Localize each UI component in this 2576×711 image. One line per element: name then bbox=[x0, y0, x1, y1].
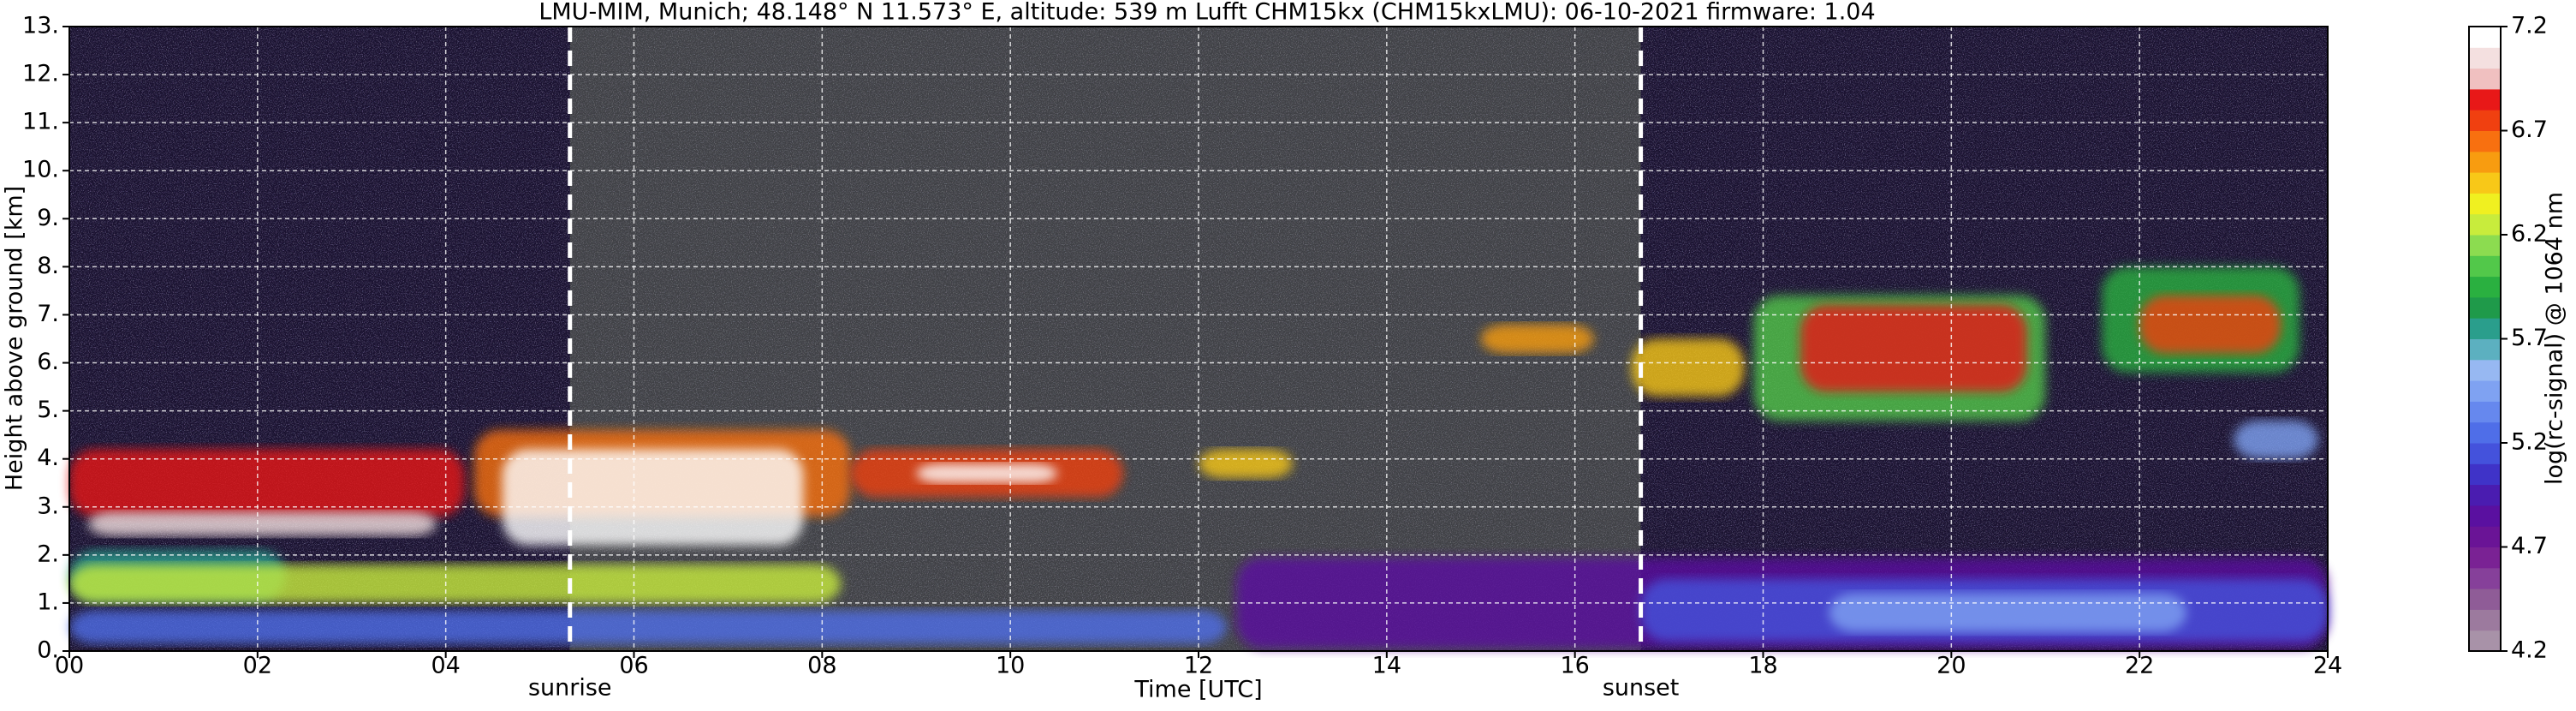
colorbar-band bbox=[2469, 421, 2501, 444]
x-tick-label: 18 bbox=[1748, 653, 1777, 679]
y-tick-label: 11. bbox=[22, 109, 59, 135]
x-tick-label: 10 bbox=[996, 653, 1025, 679]
y-tick-label: 4. bbox=[37, 445, 59, 471]
heatmap-feature bbox=[87, 511, 437, 536]
annotation-label: sunset bbox=[1603, 675, 1680, 702]
colorbar-band bbox=[2469, 110, 2501, 131]
colorbar-band bbox=[2469, 276, 2501, 298]
colorbar-band bbox=[2469, 296, 2501, 319]
colorbar-band bbox=[2469, 130, 2501, 152]
x-tick-label: 04 bbox=[431, 653, 460, 679]
colorbar-tick-label: 6.2 bbox=[2511, 221, 2548, 248]
colorbar-band bbox=[2469, 401, 2501, 423]
y-tick-label: 7. bbox=[37, 301, 59, 327]
colorbar-band bbox=[2469, 172, 2501, 194]
colorbar-label: log(rc-signal) @ 1064 nm bbox=[2542, 192, 2568, 485]
colorbar-tick-label: 7.2 bbox=[2511, 13, 2548, 39]
heatmap-feature bbox=[2234, 420, 2319, 459]
colorbar-band bbox=[2469, 88, 2501, 111]
colorbar-band bbox=[2469, 213, 2501, 236]
colorbar-band bbox=[2469, 463, 2501, 486]
y-tick-label: 12. bbox=[22, 61, 59, 87]
colorbar-band bbox=[2469, 27, 2501, 48]
colorbar-band bbox=[2469, 505, 2501, 527]
colorbar-band bbox=[2469, 193, 2501, 215]
heatmap-feature bbox=[69, 449, 465, 517]
colorbar-band bbox=[2469, 151, 2501, 173]
y-tick-label: 3. bbox=[37, 493, 59, 519]
heatmap-feature bbox=[1829, 593, 2187, 632]
colorbar-tick-label: 4.7 bbox=[2511, 533, 2548, 559]
colorbar-band bbox=[2469, 359, 2501, 381]
heatmap-feature bbox=[1480, 324, 1594, 354]
heatmap-feature bbox=[502, 449, 804, 546]
y-tick-label: 10. bbox=[22, 157, 59, 183]
y-axis-label: Height above ground [km] bbox=[2, 186, 28, 491]
x-tick-label: 00 bbox=[55, 653, 84, 679]
heatmap-feature bbox=[1800, 305, 2027, 392]
colorbar-band bbox=[2469, 255, 2501, 278]
colorbar-band bbox=[2469, 443, 2501, 464]
x-tick-label: 20 bbox=[1936, 653, 1966, 679]
x-tick-label: 14 bbox=[1372, 653, 1401, 679]
annotation-label: sunrise bbox=[528, 675, 612, 702]
colorbar-band bbox=[2469, 589, 2501, 610]
colorbar-band bbox=[2469, 68, 2501, 90]
heatmap-feature bbox=[2139, 296, 2282, 354]
heatmap-feature bbox=[69, 610, 1227, 644]
y-tick-label: 1. bbox=[37, 589, 59, 615]
heatmap-feature bbox=[1631, 338, 1745, 397]
colorbar-tick-label: 5.7 bbox=[2511, 325, 2548, 351]
heatmap-feature bbox=[1199, 449, 1293, 479]
colorbar-band bbox=[2469, 47, 2501, 69]
colorbar-band bbox=[2469, 609, 2501, 631]
colorbar-band bbox=[2469, 338, 2501, 361]
colorbar-band bbox=[2469, 380, 2501, 402]
y-tick-label: 8. bbox=[37, 253, 59, 279]
x-tick-label: 08 bbox=[807, 653, 836, 679]
colorbar-band bbox=[2469, 567, 2501, 589]
x-tick-label: 16 bbox=[1560, 653, 1589, 679]
colorbar-tick-label: 6.7 bbox=[2511, 117, 2548, 143]
y-tick-label: 5. bbox=[37, 397, 59, 423]
colorbar-band bbox=[2469, 630, 2501, 652]
colorbar-band bbox=[2469, 484, 2501, 506]
colorbar-band bbox=[2469, 547, 2501, 569]
x-tick-label: 06 bbox=[619, 653, 648, 679]
x-tick-label: 22 bbox=[2125, 653, 2154, 679]
chart-title: LMU-MIM, Munich; 48.148° N 11.573° E, al… bbox=[538, 0, 1875, 26]
x-tick-label: 24 bbox=[2313, 653, 2342, 679]
x-tick-label: 02 bbox=[243, 653, 272, 679]
daytime-noise bbox=[569, 27, 1641, 651]
y-tick-label: 0. bbox=[37, 637, 59, 664]
y-tick-label: 2. bbox=[37, 541, 59, 567]
heatmap-feature bbox=[916, 463, 1058, 483]
x-tick-label: 12 bbox=[1184, 653, 1213, 679]
y-tick-label: 9. bbox=[37, 205, 59, 231]
plot-frame bbox=[68, 26, 2329, 652]
colorbar-band bbox=[2469, 318, 2501, 339]
y-tick-label: 6. bbox=[37, 349, 59, 375]
y-tick-label: 13. bbox=[22, 13, 59, 39]
heatmap-feature bbox=[69, 565, 842, 603]
colorbar-tick-label: 5.2 bbox=[2511, 429, 2548, 456]
colorbar-band bbox=[2469, 526, 2501, 547]
colorbar-tick-label: 4.2 bbox=[2511, 637, 2548, 664]
x-axis-label: Time [UTC] bbox=[1133, 677, 1262, 703]
colorbar-band bbox=[2469, 235, 2501, 256]
